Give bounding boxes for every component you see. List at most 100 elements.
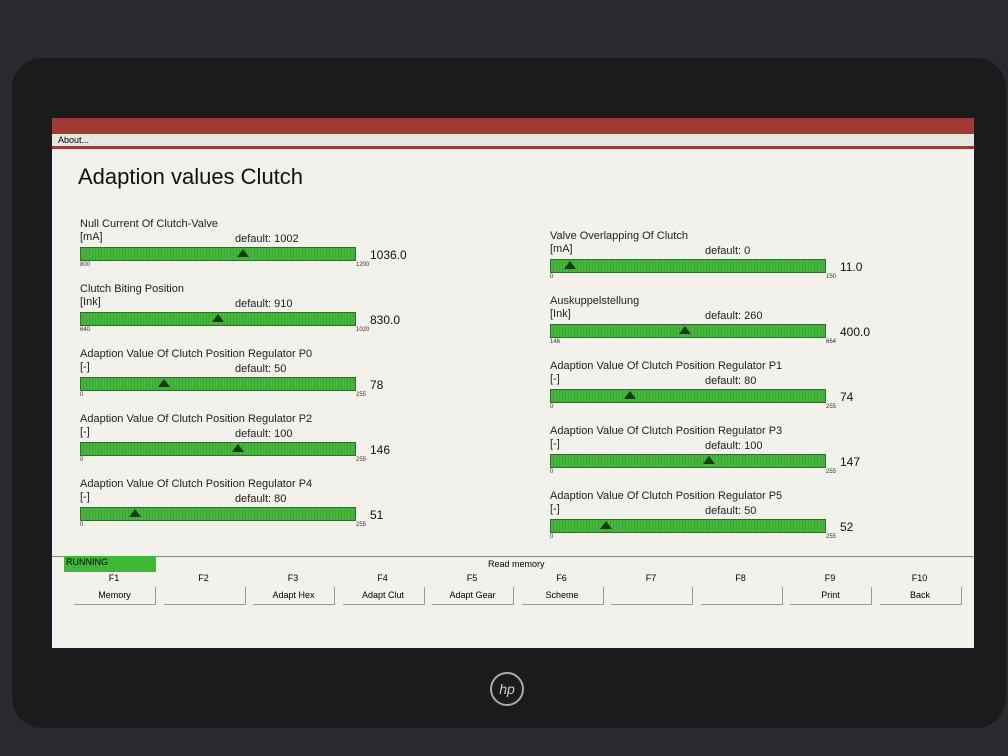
gauge-default: default: 50: [705, 505, 757, 517]
function-button[interactable]: [163, 587, 246, 605]
gauge-marker: [212, 314, 224, 322]
function-button[interactable]: Adapt Clut: [342, 587, 425, 605]
logo: hp: [490, 672, 524, 706]
gauge-value: 147: [840, 455, 861, 469]
gauge-label: Adaption Value Of Clutch Position Regula…: [550, 360, 783, 372]
gauge-value: 830.0: [370, 313, 401, 327]
gauge-label: Adaption Value Of Clutch Position Regula…: [550, 425, 783, 437]
gauge-default: default: 1002: [235, 233, 299, 245]
gauge-bar: [80, 247, 356, 261]
gauge-bar: [80, 442, 356, 456]
function-key: F2: [198, 573, 209, 583]
status-bar: [52, 556, 974, 571]
gauge-unit: [-]: [80, 361, 90, 373]
gauge-min: 0: [550, 534, 554, 540]
gauge-unit: [-]: [80, 426, 90, 438]
menu-item[interactable]: About...: [58, 135, 90, 145]
gauge-bar: [550, 519, 826, 533]
gauge-max: 1020: [356, 327, 370, 333]
gauge-max: 255: [826, 469, 837, 475]
gauge-min: 0: [550, 274, 554, 280]
gauge-bar: [550, 389, 826, 403]
function-button[interactable]: [700, 587, 783, 605]
gauge-value: 400.0: [840, 325, 871, 339]
gauge-marker: [703, 456, 716, 464]
gauge-unit: [Ink]: [80, 296, 101, 308]
gauge-max: 664: [826, 339, 837, 345]
gauge-label: Adaption Value Of Clutch Position Regula…: [550, 490, 783, 502]
function-key: F6: [556, 573, 567, 583]
gauge-max: 255: [356, 392, 367, 398]
gauge-min: 800: [80, 262, 91, 268]
gauge-marker: [232, 444, 245, 452]
gauge-marker: [236, 249, 249, 257]
gauge-default: default: 80: [235, 493, 287, 505]
gauge-unit: [-]: [80, 491, 90, 503]
gauge-default: default: 910: [235, 298, 293, 310]
gauge-min: 0: [80, 522, 84, 528]
function-button[interactable]: Memory: [74, 587, 156, 605]
gauge-default: default: 100: [705, 440, 763, 452]
screen: About... Adaption values Clutch RUNNING …: [52, 118, 974, 648]
gauge-bar: [550, 259, 826, 273]
gauge-marker: [129, 509, 142, 517]
gauge-default: default: 0: [705, 245, 751, 257]
gauge-unit: [-]: [550, 373, 560, 385]
function-key: F1: [108, 573, 120, 583]
function-key: F3: [287, 573, 299, 583]
gauge-min: 0: [80, 457, 84, 463]
function-key: F10: [911, 573, 928, 583]
gauge-min: 146: [550, 339, 561, 345]
gauge-marker: [624, 391, 637, 399]
gauge-default: default: 80: [705, 375, 757, 387]
gauge-max: 255: [826, 534, 837, 540]
gauge-marker: [158, 379, 171, 387]
gauge-max: 255: [356, 522, 367, 528]
function-key: F8: [735, 573, 746, 583]
gauge-max: 1200: [356, 262, 370, 268]
gauge-min: 0: [80, 392, 84, 398]
gauge-bar: [80, 507, 356, 521]
function-key: F4: [377, 573, 388, 583]
gauge-default: default: 100: [235, 428, 293, 440]
gauge-value: 78: [370, 378, 384, 392]
gauge-value: 51: [370, 508, 384, 522]
gauge-value: 11.0: [840, 260, 863, 274]
function-key: F7: [645, 573, 657, 583]
function-button[interactable]: Scheme: [521, 587, 604, 605]
gauge-unit: [mA]: [550, 243, 573, 255]
divider: [52, 146, 974, 149]
function-key: F5: [466, 573, 478, 583]
gauge-max: 255: [356, 457, 367, 463]
gauge-unit: [mA]: [80, 231, 103, 243]
gauge-min: 0: [550, 404, 554, 410]
page-title: Adaption values Clutch: [78, 164, 304, 189]
gauge-default: default: 50: [235, 363, 287, 375]
gauge-default: default: 260: [705, 310, 763, 322]
gauge-label: Auskuppelstellung: [550, 295, 640, 307]
gauge-value: 146: [370, 443, 391, 457]
gauge-unit: [Ink]: [550, 308, 571, 320]
function-button[interactable]: Print: [790, 587, 872, 605]
gauge-marker: [600, 521, 613, 529]
gauge-marker: [679, 326, 692, 334]
title-bar: [52, 118, 974, 134]
gauge-bar: [80, 377, 356, 391]
gauge-value: 1036.0: [370, 248, 407, 262]
gauge-max: 255: [826, 404, 837, 410]
menu-bar: About...: [52, 134, 974, 146]
function-button[interactable]: Back: [879, 587, 962, 605]
status-message: Read memory: [488, 559, 545, 569]
gauge-unit: [-]: [550, 438, 560, 450]
gauge-label: Null Current Of Clutch-Valve: [80, 218, 218, 230]
gauge-label: Adaption Value Of Clutch Position Regula…: [80, 413, 313, 425]
function-key: F9: [824, 573, 836, 583]
gauge-min: 640: [80, 327, 91, 333]
function-button[interactable]: [611, 587, 693, 605]
function-button[interactable]: Adapt Gear: [432, 587, 514, 605]
gauge-max: 150: [826, 274, 837, 280]
gauge-min: 0: [550, 469, 554, 475]
function-button[interactable]: Adapt Hex: [253, 587, 335, 605]
gauge-label: Clutch Biting Position: [80, 283, 184, 295]
